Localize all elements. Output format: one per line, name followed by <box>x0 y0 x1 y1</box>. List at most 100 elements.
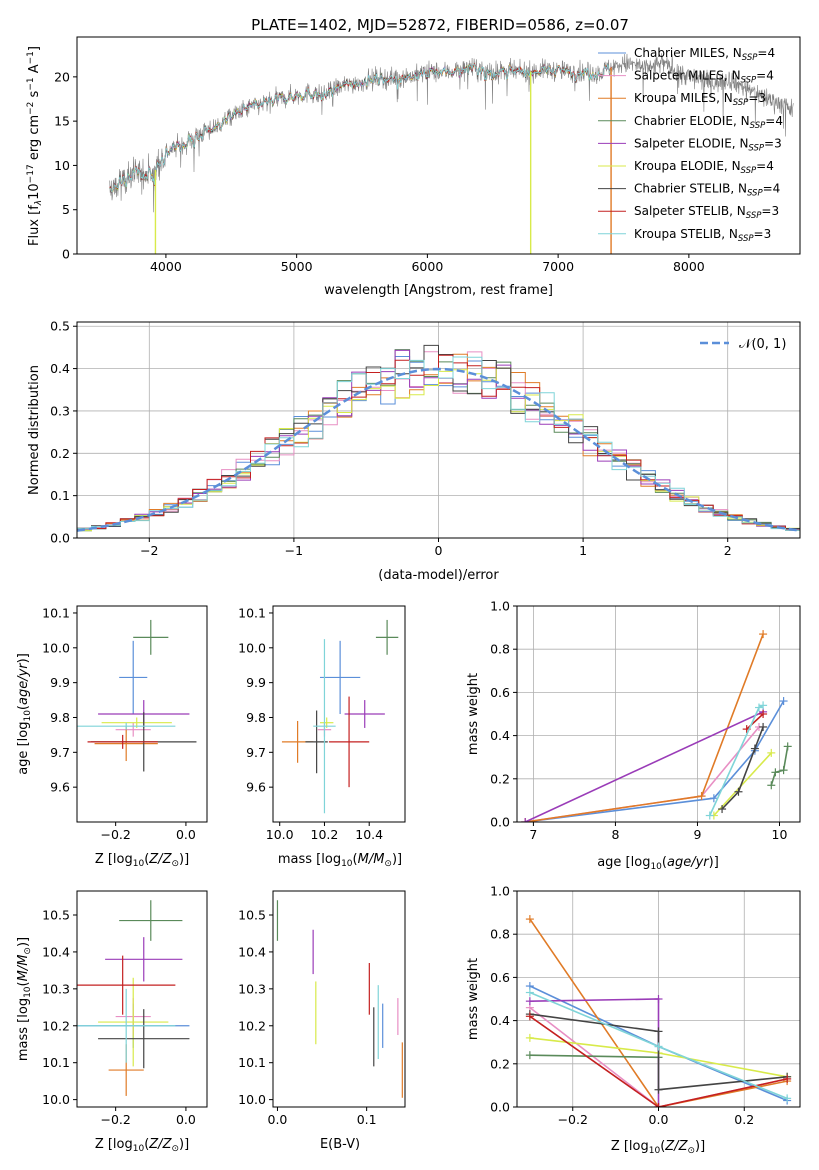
spectrum-xtick-label-2: 6000 <box>411 259 443 274</box>
age-vs-mass-point-kroupa-stelib <box>313 639 336 814</box>
spectrum-ytick-label-1: 5 <box>62 202 70 217</box>
legend-label-chabrier-miles: Chabrier MILES, NSSP=4 <box>634 46 775 63</box>
weight-vs-age-series-chabrier-stelib <box>718 722 768 814</box>
residuals-xtick-label-2: 0 <box>435 543 443 558</box>
residuals-ytick-label-2: 0.2 <box>50 446 70 461</box>
legend-label-salpeter-elodie: Salpeter ELODIE, NSSP=3 <box>634 136 782 153</box>
mass-vs-ebv-ytick-label-4: 10.4 <box>238 944 266 959</box>
mass-vs-Z-xtick-label-0: −0.2 <box>100 1112 130 1127</box>
age-vs-Z-ytick-label-0: 9.6 <box>50 780 70 795</box>
mass-vs-Z-point-salpeter-stelib <box>77 955 176 1015</box>
residuals-xtick-label-0: −2 <box>140 543 158 558</box>
age-vs-mass-ytick-label-1: 9.7 <box>246 745 266 760</box>
weight-vs-age-ylabel: mass weight <box>466 673 481 755</box>
weight-vs-Z-ytick-label-3: 0.6 <box>490 970 510 985</box>
weight-vs-Z-xlabel: Z [log10(Z/Z⊙)] <box>611 1139 705 1156</box>
mass-vs-ebv-frame <box>272 890 406 1108</box>
age-vs-mass-ytick-label-0: 9.6 <box>246 780 266 795</box>
residuals-ytick-label-5: 0.5 <box>50 319 70 334</box>
residuals-ytick-label-1: 0.1 <box>50 488 70 503</box>
legend-label-salpeter-miles: Salpeter MILES, NSSP=4 <box>634 69 774 86</box>
weight-vs-age-plot-area <box>521 630 792 822</box>
mass-vs-Z-ytick-label-3: 10.3 <box>42 981 70 996</box>
weight-vs-Z-xtick-label-2: 0.2 <box>734 1112 754 1127</box>
age-vs-mass-ytick-label-3: 9.9 <box>246 675 266 690</box>
age-vs-Z-point-salpeter-stelib <box>87 734 158 749</box>
mass-vs-Z-point-chabrier-stelib <box>98 1009 190 1069</box>
weight-vs-Z-xtick-label-1: 0.0 <box>649 1112 669 1127</box>
legend-label-salpeter-stelib: Salpeter STELIB, NSSP=3 <box>634 204 779 221</box>
weight-vs-Z-panel: −0.2 0.0 0.2 0.0 0.2 0.4 0.6 0.8 1.0 Z [log10(Z/Z… <box>466 884 801 1156</box>
age-vs-Z-ytick-label-4: 10.0 <box>42 640 70 655</box>
mass-vs-ebv-panel: 0.0 0.1 10.0 10.1 10.2 10.3 10.4 10.5 E(B-V) <box>238 890 406 1152</box>
age-vs-mass-ytick-label-2: 9.8 <box>246 710 266 725</box>
mass-vs-Z-ytick-label-0: 10.0 <box>42 1092 70 1107</box>
mass-vs-ebv-ytick-label-1: 10.1 <box>238 1055 266 1070</box>
spectrum-xtick-label-4: 8000 <box>673 259 705 274</box>
mass-vs-Z-ytick-label-4: 10.4 <box>42 944 70 959</box>
legend-label-kroupa-miles: Kroupa MILES, NSSP=3 <box>634 91 766 108</box>
age-vs-mass-ytick-label-4: 10.0 <box>238 640 266 655</box>
age-vs-Z-ytick-label-5: 10.1 <box>42 605 70 620</box>
mass-vs-Z-point-salpeter-elodie <box>105 937 183 982</box>
mass-vs-Z-ytick-label-5: 10.5 <box>42 908 70 923</box>
residuals-xtick-label-4: 2 <box>724 543 732 558</box>
residuals-xtick-label-3: 1 <box>579 543 587 558</box>
weight-vs-age-ytick-label-1: 0.2 <box>490 771 510 786</box>
weight-vs-age-ytick-label-2: 0.4 <box>490 728 510 743</box>
residuals-panel: −2 −1 0 1 2 0.0 0.1 0.2 0.3 0.4 0.5 𝒩(0, 1) (data-mo… <box>27 319 801 583</box>
mass-vs-ebv-ytick-label-2: 10.2 <box>238 1018 266 1033</box>
age-vs-mass-plot-area <box>281 619 399 814</box>
age-vs-mass-xtick-label-2: 10.4 <box>355 827 383 842</box>
residuals-plot-area <box>77 344 800 532</box>
weight-vs-Z-series-salpeter-stelib <box>525 1012 792 1107</box>
age-vs-mass-xtick-label-0: 10.0 <box>266 827 294 842</box>
spectrum-xtick-label-1: 5000 <box>281 259 313 274</box>
weight-vs-age-series-chabrier-miles <box>521 697 788 822</box>
weight-vs-Z-ytick-label-0: 0.0 <box>490 1100 510 1115</box>
age-vs-Z-point-chabrier-miles <box>119 640 148 714</box>
mass-vs-ebv-ytick-label-5: 10.5 <box>238 908 266 923</box>
mass-vs-Z-xtick-label-1: 0.0 <box>176 1112 196 1127</box>
weight-vs-Z-ytick-label-5: 1.0 <box>490 884 510 899</box>
weight-vs-Z-series-chabrier-elodie <box>525 1051 663 1062</box>
mass-vs-Z-panel: −0.2 0.0 10.0 10.1 10.2 10.3 10.4 10.5 Z [log10(… <box>16 890 208 1154</box>
mass-vs-Z-point-chabrier-elodie <box>119 900 183 941</box>
legend-label-chabrier-elodie: Chabrier ELODIE, NSSP=4 <box>634 114 783 131</box>
spectrum-ytick-label-3: 15 <box>54 114 70 129</box>
age-vs-Z-ytick-label-3: 9.9 <box>50 675 70 690</box>
weight-vs-Z-ytick-label-2: 0.4 <box>490 1013 510 1028</box>
weight-vs-age-series-kroupa-stelib <box>705 701 768 820</box>
age-vs-mass-xtick-label-1: 10.2 <box>311 827 339 842</box>
age-vs-Z-panel: −0.2 0.0 9.6 9.7 9.8 9.9 10.0 10.1 Z [log10(Z/Z⊙… <box>16 605 208 869</box>
spectrum-xtick-label-0: 4000 <box>150 259 182 274</box>
age-vs-Z-ytick-label-2: 9.8 <box>50 710 70 725</box>
weight-vs-Z-ytick-label-4: 0.8 <box>490 927 510 942</box>
age-vs-mass-frame <box>272 605 406 823</box>
spectrum-plot-area <box>109 53 794 254</box>
age-vs-Z-xlabel: Z [log10(Z/Z⊙)] <box>95 852 189 869</box>
age-vs-Z-xtick-label-1: 0.0 <box>176 827 196 842</box>
spectrum-xtick-label-3: 7000 <box>542 259 574 274</box>
mass-vs-Z-ytick-label-2: 10.2 <box>42 1018 70 1033</box>
weight-vs-age-ytick-label-3: 0.6 <box>490 685 510 700</box>
mass-vs-Z-ylabel: mass [log10(M/M⊙)] <box>16 937 33 1061</box>
weight-vs-age-ytick-label-0: 0.0 <box>490 815 510 830</box>
age-vs-mass-panel: 10.0 10.2 10.4 9.6 9.7 9.8 9.9 10.0 10.1 mass [lo… <box>238 605 406 869</box>
age-vs-Z-ylabel: age [log10(age/yr)] <box>16 653 33 775</box>
weight-vs-age-series-salpeter-elodie <box>521 707 768 822</box>
mass-vs-ebv-plot-area <box>276 900 403 1098</box>
legend-label-kroupa-elodie: Kroupa ELODIE, NSSP=4 <box>634 159 774 176</box>
weight-vs-Z-xtick-label-0: −0.2 <box>558 1112 588 1127</box>
weight-vs-age-series-chabrier-elodie <box>767 742 792 790</box>
mass-vs-Z-frame <box>76 890 208 1108</box>
mass-vs-Z-point-kroupa-elodie <box>98 977 169 1067</box>
age-vs-Z-xtick-label-0: −0.2 <box>100 827 130 842</box>
figure-title: PLATE=1402, MJD=52872, FIBERID=0586, z=0… <box>251 16 629 34</box>
spectrum-legend: Chabrier MILES, NSSP=4 Salpeter MILES, NS… <box>598 46 783 244</box>
residuals-ytick-label-0: 0.0 <box>50 531 70 546</box>
gaussian-curve <box>77 367 800 532</box>
weight-vs-age-frame <box>516 605 801 823</box>
